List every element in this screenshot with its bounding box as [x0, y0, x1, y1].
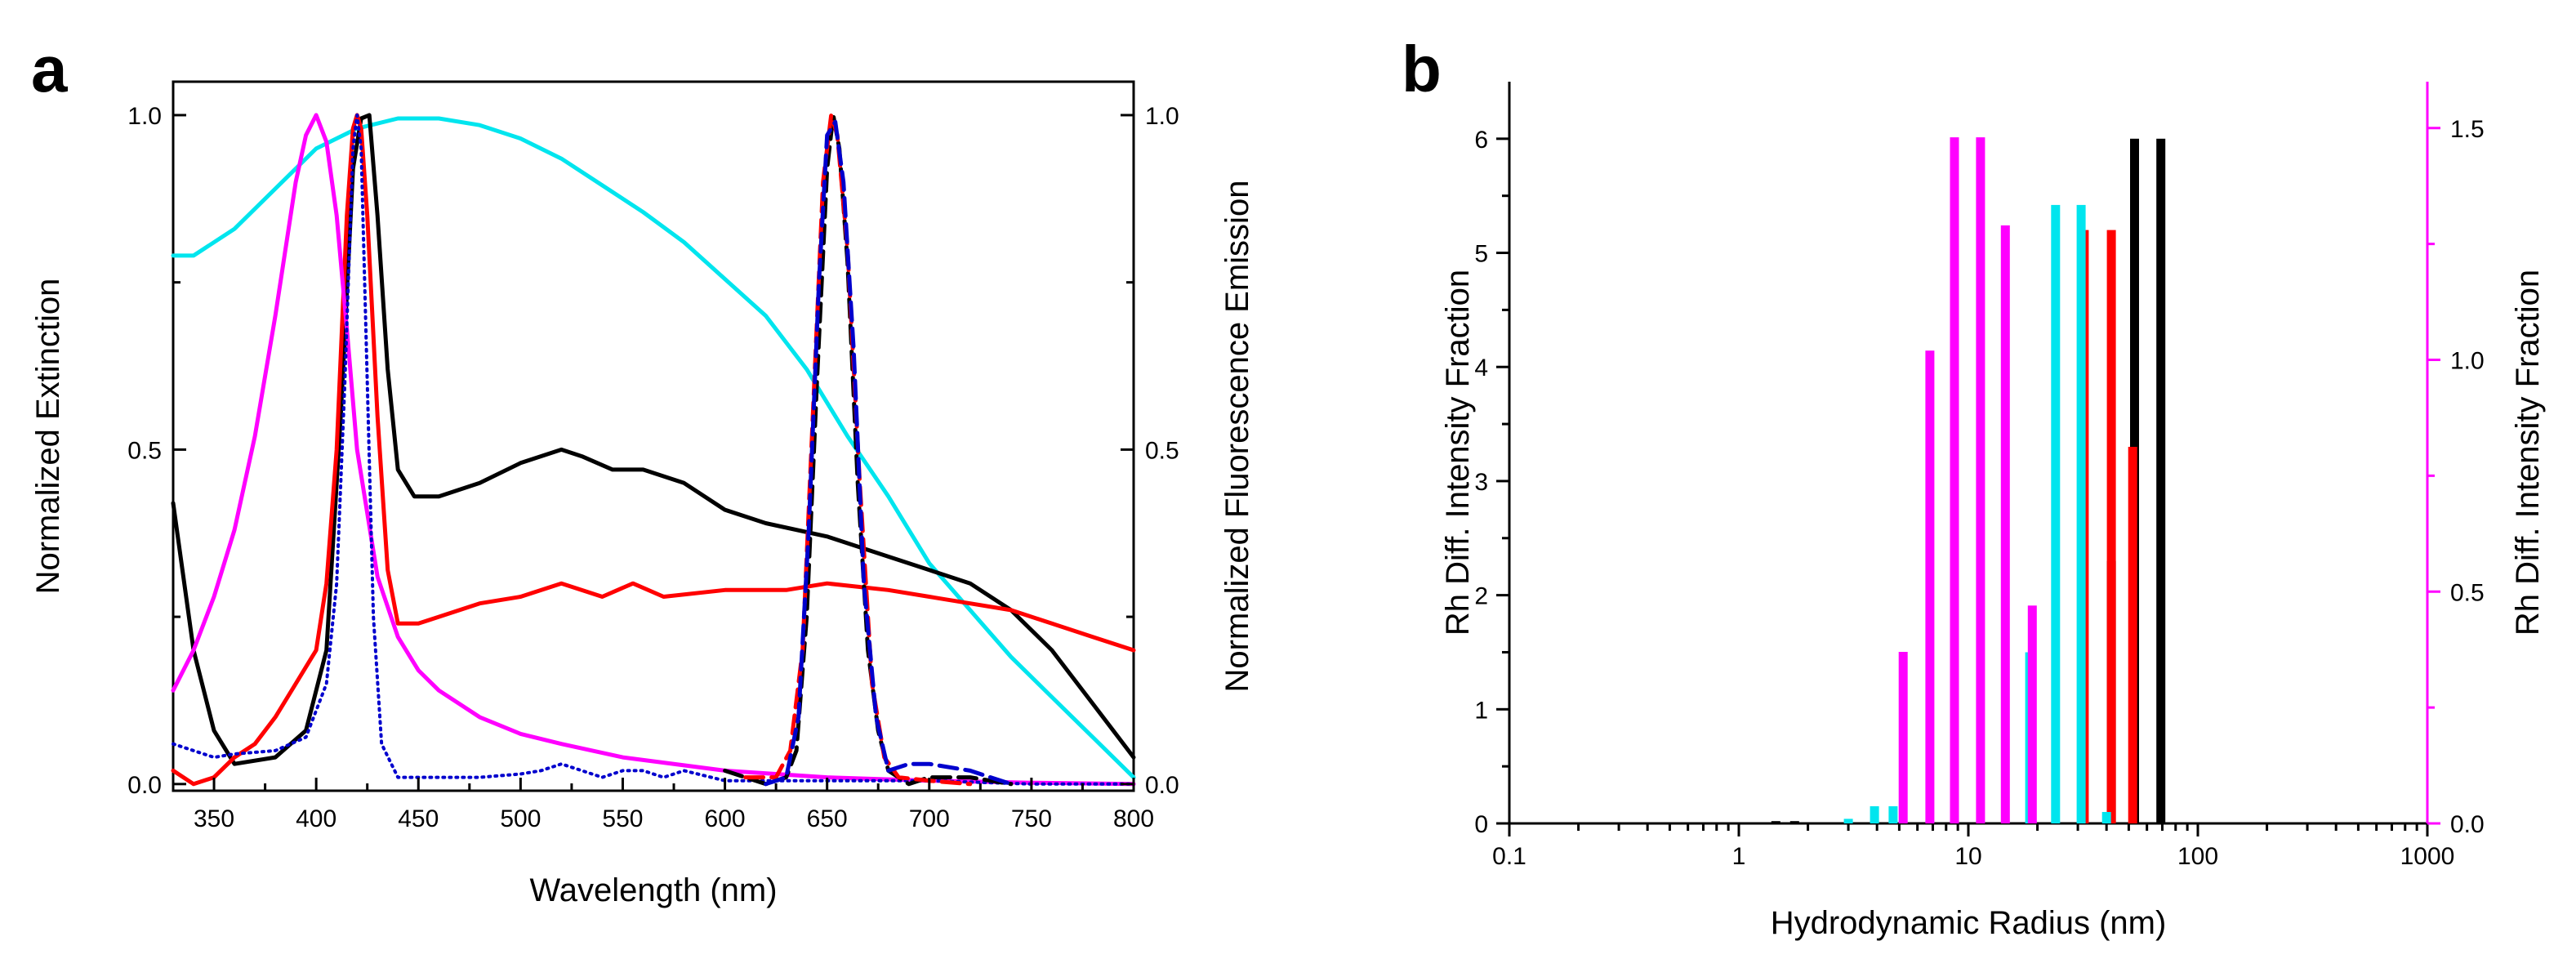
panel-b-bar-cyan: [2076, 204, 2086, 823]
panel-b-bar-cyan: [2101, 812, 2111, 823]
panel-a-series-line-1: [171, 113, 1136, 766]
panel-b-y2-ticks: 0.0 0.5 1.0 1.5: [2427, 116, 2485, 838]
panel-b-bar-red: [2106, 230, 2116, 824]
panel-b-bars-group: [1771, 137, 2166, 824]
panel-b-bar-cyan: [1870, 806, 1879, 823]
panel-b-x-tick-label: 100: [2177, 843, 2218, 870]
panel-a-y2-tick-label: 1.0: [1145, 103, 1179, 130]
panel-b-y-tick-label: 5: [1474, 241, 1488, 268]
panel-a-series-line-3: [171, 113, 1136, 787]
panel-a-letter: a: [31, 33, 68, 105]
panel-b-y2-tick-label: 1.5: [2450, 116, 2485, 143]
panel-b-y2-tick-label: 1.0: [2450, 348, 2485, 375]
panel-a-y2-axis-title: Normalized Fluorescence Emission: [1219, 181, 1255, 693]
panel-b-bar-black: [1789, 821, 1799, 823]
panel-a-x-tick-label: 700: [909, 805, 950, 832]
panel-b-bar-magenta: [2027, 605, 2037, 823]
panel-b-y-tick-label: 4: [1474, 355, 1488, 381]
panel-a-series-group: [171, 113, 1136, 787]
panel-b-y-axis-title: Rh Diff. Intensity Fraction: [1440, 270, 1476, 636]
panel-a-x-tick-label: 800: [1113, 805, 1154, 832]
panel-a-x-tick-label: 600: [705, 805, 746, 832]
panel-b-y2-tick-label: 0.0: [2450, 811, 2485, 838]
panel-a-series-line-0: [171, 116, 1136, 780]
panel-b-bar-cyan: [1843, 819, 1853, 823]
panel-b-y-tick-label: 6: [1474, 127, 1488, 154]
panel-a-x-tick-label: 500: [500, 805, 541, 832]
panel-b-bar-black: [2156, 138, 2166, 824]
panel-b-chart: b 0.1 1 10 100 1000 0 1 2 3 4 5 6 0.0 0.5 1.0 1.5 Hyd…: [1402, 33, 2546, 941]
panel-a-y-tick-label: 0.0: [127, 772, 162, 799]
panel-a-y-ticks: 0.0 0.5 1.0: [127, 103, 186, 799]
panel-b-x-ticks: 0.1 1 10 100 1000: [1492, 823, 2454, 870]
panel-b-x-tick-label: 10: [1954, 843, 1981, 870]
panel-b-letter: b: [1402, 33, 1442, 105]
panel-a-y2-ticks: 0.0 0.5 1.0: [1121, 103, 1179, 799]
panel-a-y-axis-title: Normalized Extinction: [30, 279, 66, 595]
panel-b-y-tick-label: 2: [1474, 583, 1488, 610]
panel-b-x-axis-title: Hydrodynamic Radius (nm): [1771, 905, 2167, 941]
panel-a-chart: a 350 400 450 500 550 600 650 700 750 800 0.0 0.5 1…: [30, 33, 1255, 908]
panel-a-series-line-2: [171, 113, 1136, 787]
panel-a-x-tick-label: 750: [1011, 805, 1052, 832]
panel-a-x-tick-label: 350: [194, 805, 234, 832]
panel-b-bar-magenta: [1925, 350, 1935, 823]
panel-a-x-tick-label: 550: [602, 805, 643, 832]
panel-a-y-tick-label: 1.0: [127, 103, 162, 130]
panel-b-bar-black: [1771, 821, 1780, 823]
panel-b-y2-axis-title: Rh Diff. Intensity Fraction: [2510, 270, 2546, 636]
panel-b-bar-red: [2128, 447, 2137, 823]
panel-b-y-tick-label: 3: [1474, 469, 1488, 496]
panel-b-y2-tick-label: 0.5: [2450, 579, 2485, 606]
panel-a-y2-tick-label: 0.5: [1145, 437, 1179, 464]
panel-a-series-line-5: [723, 113, 1014, 787]
panel-a-x-tick-label: 400: [296, 805, 336, 832]
panel-a-x-axis-title: Wavelength (nm): [529, 872, 777, 908]
panel-b-bar-cyan: [1888, 806, 1898, 823]
panel-a-y2-tick-label: 0.0: [1145, 772, 1179, 799]
panel-a-series-line-4: [172, 113, 1135, 786]
panel-b-y-tick-label: 1: [1474, 697, 1488, 724]
panel-b-bar-cyan: [2051, 204, 2061, 823]
panel-a-x-ticks: 350 400 450 500 550 600 650 700 750 800: [194, 778, 1154, 832]
panel-a-y-tick-label: 0.5: [127, 437, 162, 464]
panel-b-bar-magenta: [2000, 225, 2010, 823]
panel-b-x-tick-label: 0.1: [1492, 843, 1526, 870]
panel-b-bar-magenta: [1950, 137, 1959, 824]
panel-a-plot-frame: [172, 80, 1135, 792]
panel-b-x-tick-label: 1: [1732, 843, 1746, 870]
panel-a-series-line-7: [764, 119, 1014, 787]
panel-a-x-tick-label: 650: [807, 805, 848, 832]
panel-b-y-tick-label: 0: [1474, 811, 1488, 838]
panel-a-x-tick-label: 450: [398, 805, 439, 832]
panel-b-x-tick-label: 1000: [2400, 843, 2455, 870]
panel-b-bar-magenta: [1898, 652, 1908, 823]
panel-b-bar-magenta: [1976, 137, 1985, 824]
panel-b-y-ticks: 0 1 2 3 4 5 6: [1474, 127, 1509, 838]
